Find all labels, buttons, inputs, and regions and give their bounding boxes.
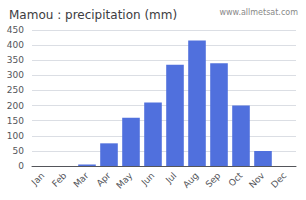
svg-text:100: 100 — [7, 131, 24, 141]
svg-text:Apr: Apr — [94, 170, 112, 188]
svg-text:May: May — [114, 170, 135, 191]
svg-text:Mar: Mar — [71, 170, 90, 189]
svg-text:400: 400 — [7, 40, 24, 50]
svg-text:50: 50 — [13, 146, 25, 156]
svg-text:Aug: Aug — [181, 170, 200, 189]
svg-text:200: 200 — [7, 101, 24, 111]
svg-text:Sep: Sep — [203, 170, 222, 189]
svg-text:Dec: Dec — [269, 170, 288, 189]
svg-text:0: 0 — [18, 161, 24, 171]
svg-text:Jan: Jan — [29, 170, 47, 188]
svg-text:Feb: Feb — [50, 170, 69, 189]
svg-text:350: 350 — [7, 55, 24, 65]
svg-text:www.allmetsat.com: www.allmetsat.com — [220, 8, 299, 17]
svg-text:Jun: Jun — [139, 170, 157, 188]
svg-text:300: 300 — [7, 70, 24, 80]
svg-text:Oct: Oct — [226, 170, 244, 188]
svg-text:Jul: Jul — [163, 170, 178, 185]
svg-text:450: 450 — [7, 25, 24, 35]
svg-text:250: 250 — [7, 85, 24, 95]
svg-text:150: 150 — [7, 116, 24, 126]
svg-text:Nov: Nov — [247, 170, 267, 190]
svg-text:Mamou : precipitation (mm): Mamou : precipitation (mm) — [9, 8, 177, 22]
